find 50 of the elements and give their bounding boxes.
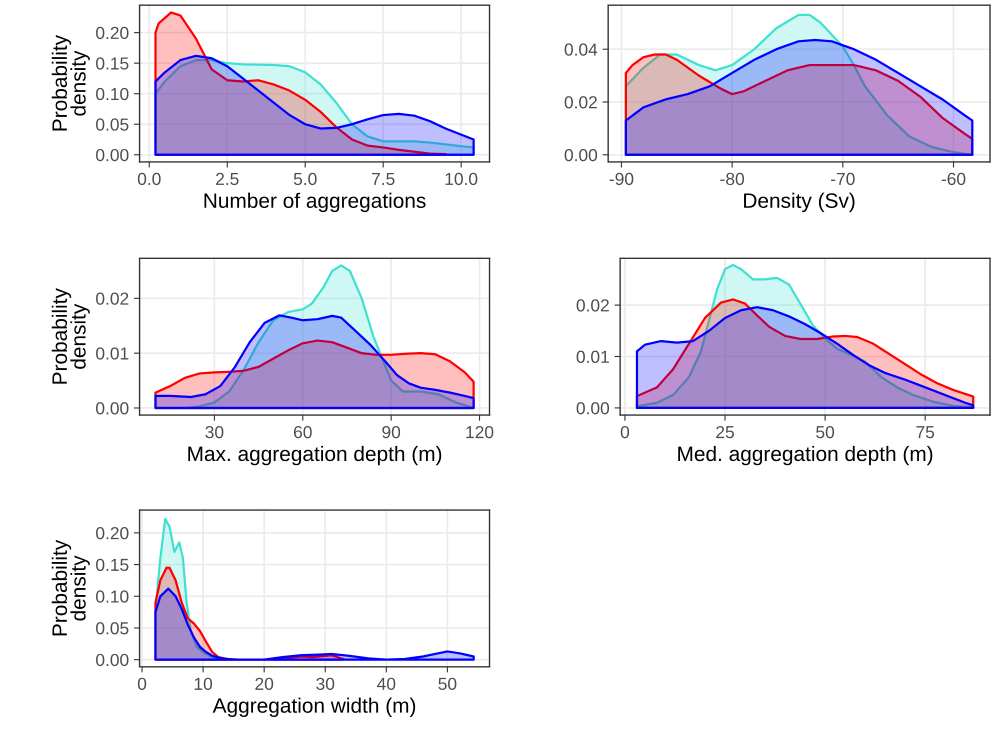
y-axis-title: Probability density bbox=[52, 540, 90, 636]
x-tick-label: 30 bbox=[205, 426, 224, 438]
y-tick-label: 0.15 bbox=[96, 57, 128, 70]
x-axis-title: Max. aggregation depth (m) bbox=[188, 446, 442, 466]
x-tick-label: -90 bbox=[610, 172, 634, 186]
y-tick-label: 0.00 bbox=[564, 148, 598, 162]
x-tick-label: -60 bbox=[942, 172, 966, 186]
y-tick-label: 0.10 bbox=[96, 590, 128, 603]
x-tick-label: -80 bbox=[720, 172, 744, 186]
y-tick-label: 0.20 bbox=[96, 527, 128, 540]
y-tick-label: 0.02 bbox=[576, 299, 609, 312]
x-tick-label: 20 bbox=[255, 678, 274, 690]
y-tick-label: 0.00 bbox=[96, 654, 128, 666]
y-tick-label: 0.02 bbox=[96, 292, 128, 305]
x-tick-label: 60 bbox=[294, 426, 312, 438]
y-axis-title: Probability density bbox=[52, 288, 90, 384]
x-tick-label: 50 bbox=[816, 426, 834, 438]
x-tick-label: 75 bbox=[916, 426, 934, 438]
y-tick-label: 0.05 bbox=[96, 118, 128, 131]
y-tick-label: 0.10 bbox=[96, 88, 128, 100]
x-axis-title: Number of aggregations bbox=[204, 192, 426, 212]
x-tick-label: 5.0 bbox=[294, 172, 317, 186]
x-tick-label: 120 bbox=[466, 426, 494, 438]
x-tick-label: 40 bbox=[377, 678, 396, 690]
y-tick-label: 0.01 bbox=[576, 350, 609, 363]
x-axis-title: Density (Sv) bbox=[744, 192, 855, 212]
x-tick-label: -70 bbox=[831, 172, 855, 186]
x-tick-label: 10.0 bbox=[446, 172, 478, 186]
x-tick-label: 2.5 bbox=[216, 172, 239, 186]
y-tick-label: 0.00 bbox=[96, 402, 128, 414]
x-tick-label: 30 bbox=[316, 678, 334, 690]
x-tick-label: 0 bbox=[620, 426, 630, 438]
x-tick-label: 50 bbox=[438, 678, 456, 690]
y-tick-label: 0.02 bbox=[564, 96, 597, 108]
y-tick-label: 0.00 bbox=[576, 402, 610, 414]
y-axis-title: Probability density bbox=[52, 34, 90, 130]
x-tick-label: 90 bbox=[382, 426, 400, 438]
x-axis-title: Aggregation width (m) bbox=[212, 698, 416, 718]
y-tick-label: 0.04 bbox=[564, 43, 598, 56]
y-tick-label: 0.01 bbox=[96, 347, 128, 360]
y-tick-label: 0.05 bbox=[96, 622, 128, 634]
y-tick-label: 0.00 bbox=[96, 148, 128, 162]
x-tick-label: 0 bbox=[138, 678, 146, 690]
x-tick-label: 25 bbox=[716, 426, 734, 438]
y-tick-label: 0.20 bbox=[96, 26, 128, 40]
y-tick-label: 0.15 bbox=[96, 558, 128, 572]
x-tick-label: 0.0 bbox=[138, 172, 161, 186]
x-axis-title: Med. aggregation depth (m) bbox=[678, 446, 932, 466]
x-tick-label: 10 bbox=[194, 678, 212, 690]
x-tick-label: 7.5 bbox=[372, 172, 395, 186]
